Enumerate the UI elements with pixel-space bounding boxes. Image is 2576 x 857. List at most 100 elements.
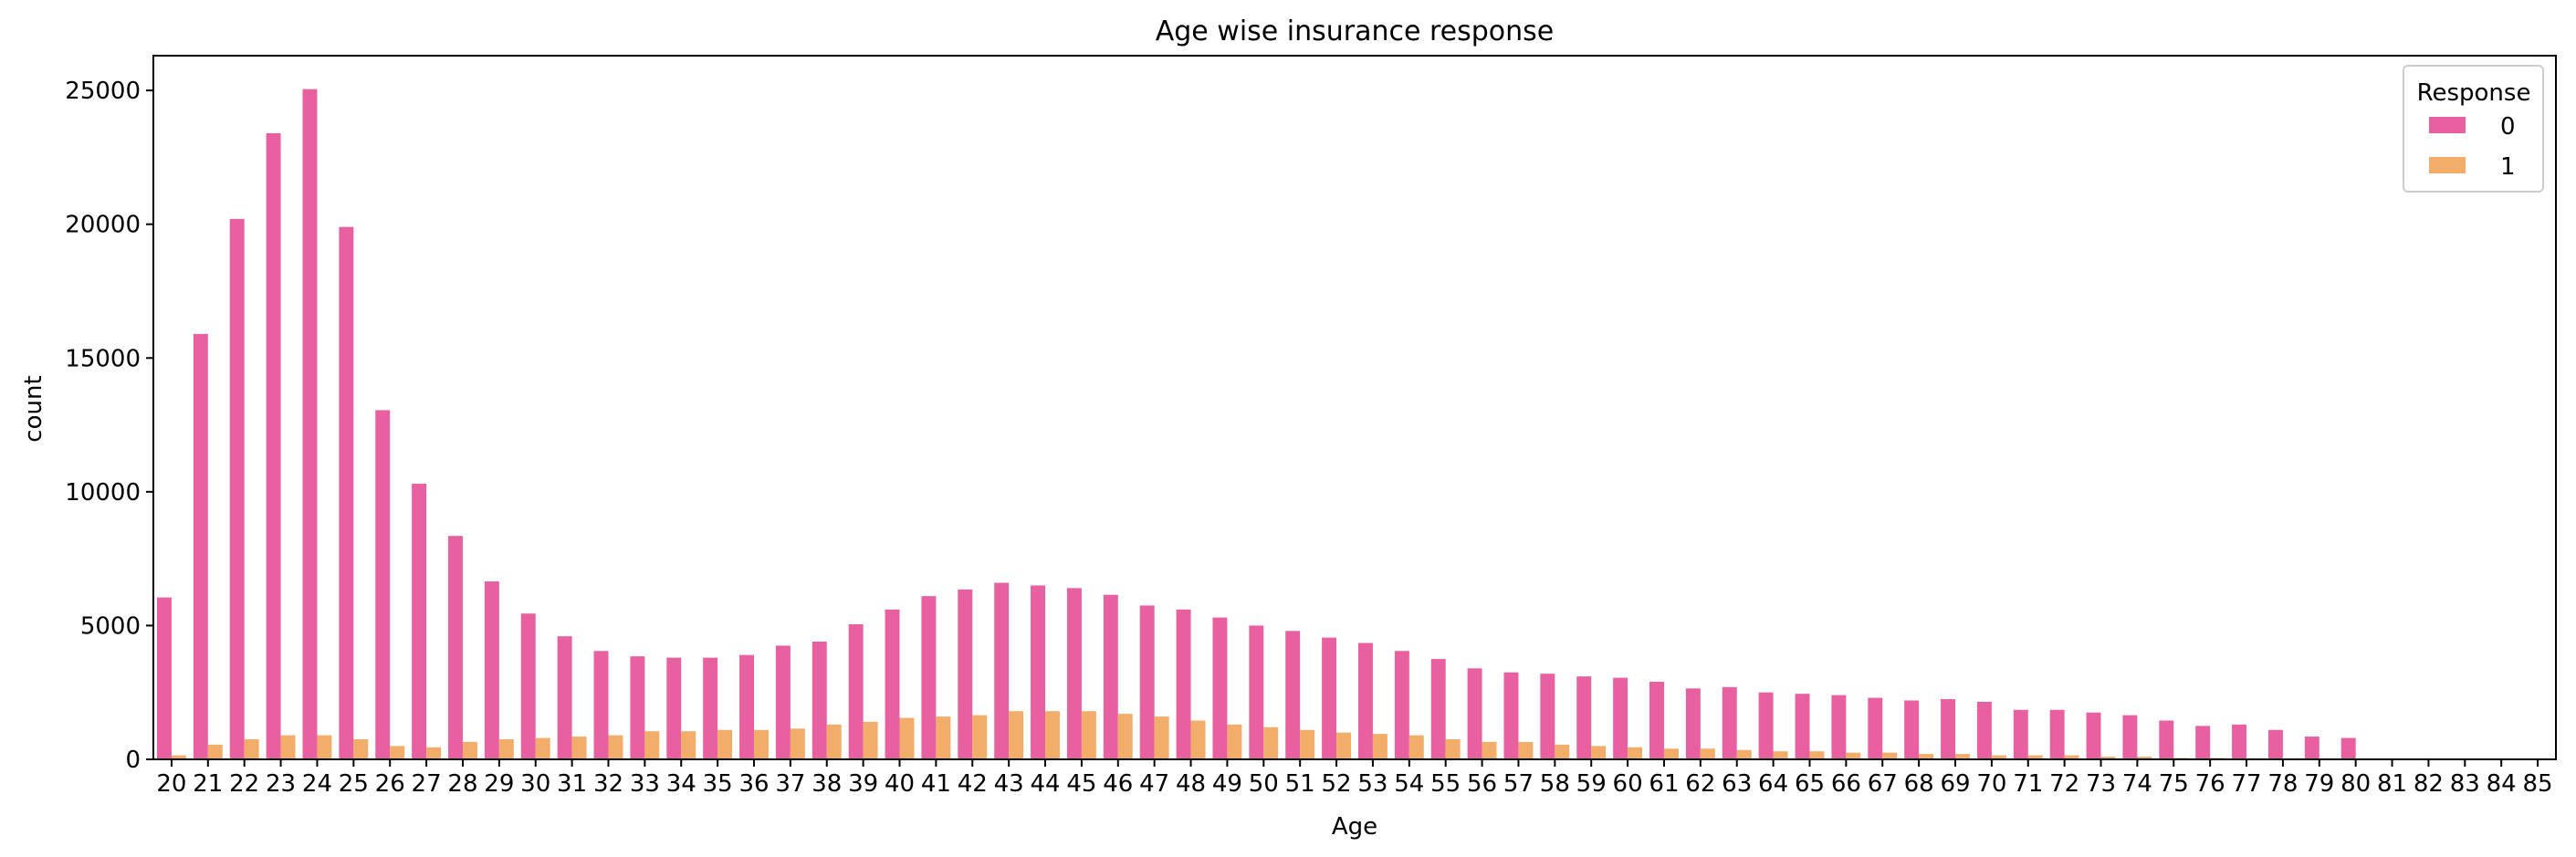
x-tick-label: 29 <box>484 770 514 798</box>
x-tick-label: 73 <box>2086 770 2116 798</box>
y-axis-label: count <box>20 375 47 442</box>
legend-label-response-0: 0 <box>2500 113 2516 141</box>
bar-age-63-response-0 <box>1722 686 1737 759</box>
x-tick-label: 57 <box>1503 770 1534 798</box>
x-tick-label: 40 <box>885 770 915 798</box>
bar-age-67-response-0 <box>1868 697 1883 759</box>
x-tick-label: 48 <box>1176 770 1206 798</box>
bar-age-30-response-1 <box>535 737 550 759</box>
bar-age-50-response-1 <box>1263 726 1279 759</box>
bar-age-47-response-0 <box>1139 605 1155 759</box>
bar-age-29-response-1 <box>498 739 514 759</box>
bar-age-70-response-1 <box>1991 755 2006 759</box>
bar-age-21-response-1 <box>207 744 223 759</box>
bar-age-35-response-0 <box>703 657 718 759</box>
bar-age-48-response-1 <box>1190 720 1206 759</box>
bar-age-53-response-1 <box>1372 734 1387 759</box>
bar-age-56-response-1 <box>1482 741 1497 759</box>
x-tick-label: 43 <box>994 770 1024 798</box>
bar-age-43-response-0 <box>994 582 1010 759</box>
x-tick-label: 39 <box>848 770 878 798</box>
bar-age-44-response-1 <box>1045 711 1060 759</box>
bar-age-49-response-0 <box>1212 617 1228 759</box>
legend: Response 0 1 <box>2403 65 2544 193</box>
bar-age-65-response-0 <box>1795 694 1810 759</box>
bar-age-80-response-0 <box>2340 737 2356 759</box>
bar-age-31-response-1 <box>571 737 587 759</box>
bar-age-53-response-0 <box>1357 643 1373 759</box>
bar-age-40-response-0 <box>885 609 900 759</box>
bar-age-68-response-1 <box>1919 754 1934 759</box>
bar-age-28-response-0 <box>448 536 463 759</box>
x-tick-label: 37 <box>775 770 805 798</box>
x-tick-label: 55 <box>1430 770 1461 798</box>
bar-age-31-response-0 <box>557 636 572 759</box>
x-tick-label: 22 <box>229 770 259 798</box>
x-tick-label: 34 <box>666 770 696 798</box>
x-axis-label: Age <box>1332 813 1377 841</box>
x-tick-label: 67 <box>1868 770 1898 798</box>
x-tick-label: 36 <box>738 770 769 798</box>
bar-age-48-response-0 <box>1176 609 1191 759</box>
x-tick-label: 70 <box>1976 770 2006 798</box>
x-tick-label: 42 <box>958 770 988 798</box>
x-tick-label: 27 <box>412 770 442 798</box>
bar-age-30-response-0 <box>520 613 536 759</box>
bar-age-25-response-1 <box>353 739 369 759</box>
bar-age-51-response-1 <box>1300 729 1315 759</box>
bar-age-34-response-1 <box>681 731 696 759</box>
bar-age-25-response-0 <box>339 226 354 759</box>
bar-age-42-response-0 <box>958 589 973 759</box>
bar-age-78-response-0 <box>2267 729 2283 759</box>
bar-age-45-response-1 <box>1081 711 1096 759</box>
bar-age-24-response-0 <box>302 89 318 759</box>
x-tick-label: 75 <box>2159 770 2189 798</box>
legend-title: Response <box>2417 79 2531 107</box>
x-tick-label: 50 <box>1249 770 1279 798</box>
legend-swatch-response-1 <box>2429 157 2466 173</box>
bar-age-33-response-0 <box>630 656 645 759</box>
bar-age-37-response-1 <box>790 728 805 759</box>
x-tick-label: 74 <box>2122 770 2152 798</box>
x-tick-label: 53 <box>1357 770 1387 798</box>
bar-age-27-response-0 <box>412 484 427 759</box>
x-tick-label: 60 <box>1613 770 1643 798</box>
bar-age-76-response-0 <box>2195 726 2211 759</box>
bar-age-55-response-1 <box>1445 739 1461 759</box>
x-tick-label: 32 <box>593 770 623 798</box>
bar-age-46-response-0 <box>1103 594 1118 759</box>
bar-age-32-response-1 <box>608 735 623 759</box>
x-tick-label: 83 <box>2450 770 2480 798</box>
bar-age-45-response-0 <box>1066 588 1082 759</box>
bar-age-28-response-1 <box>462 741 477 759</box>
bar-age-73-response-1 <box>2100 757 2116 759</box>
plot-frame <box>152 55 2557 760</box>
x-tick-label: 52 <box>1322 770 1352 798</box>
bar-age-74-response-1 <box>2137 757 2152 759</box>
x-tick-label: 38 <box>812 770 842 798</box>
bar-age-57-response-0 <box>1503 672 1519 759</box>
bar-age-20-response-0 <box>156 597 172 759</box>
y-tick-label: 25000 <box>65 78 141 105</box>
x-tick-label: 24 <box>302 770 332 798</box>
bar-age-41-response-1 <box>936 716 951 759</box>
x-tick-label: 23 <box>266 770 296 798</box>
x-tick-label: 51 <box>1285 770 1315 798</box>
bar-age-39-response-0 <box>848 623 864 759</box>
x-tick-label: 49 <box>1212 770 1242 798</box>
bar-age-54-response-1 <box>1408 735 1424 759</box>
bar-age-71-response-1 <box>2027 755 2043 759</box>
bar-age-36-response-1 <box>754 729 769 759</box>
bar-age-62-response-0 <box>1685 688 1701 759</box>
bar-age-64-response-0 <box>1758 692 1774 759</box>
y-tick-label: 20000 <box>65 212 141 239</box>
x-tick-label: 30 <box>520 770 550 798</box>
x-tick-label: 35 <box>703 770 733 798</box>
bar-age-56-response-0 <box>1467 668 1482 759</box>
bar-age-77-response-0 <box>2232 724 2247 759</box>
bar-age-35-response-1 <box>717 729 733 759</box>
bar-age-73-response-0 <box>2086 712 2101 759</box>
x-tick-label: 45 <box>1066 770 1096 798</box>
